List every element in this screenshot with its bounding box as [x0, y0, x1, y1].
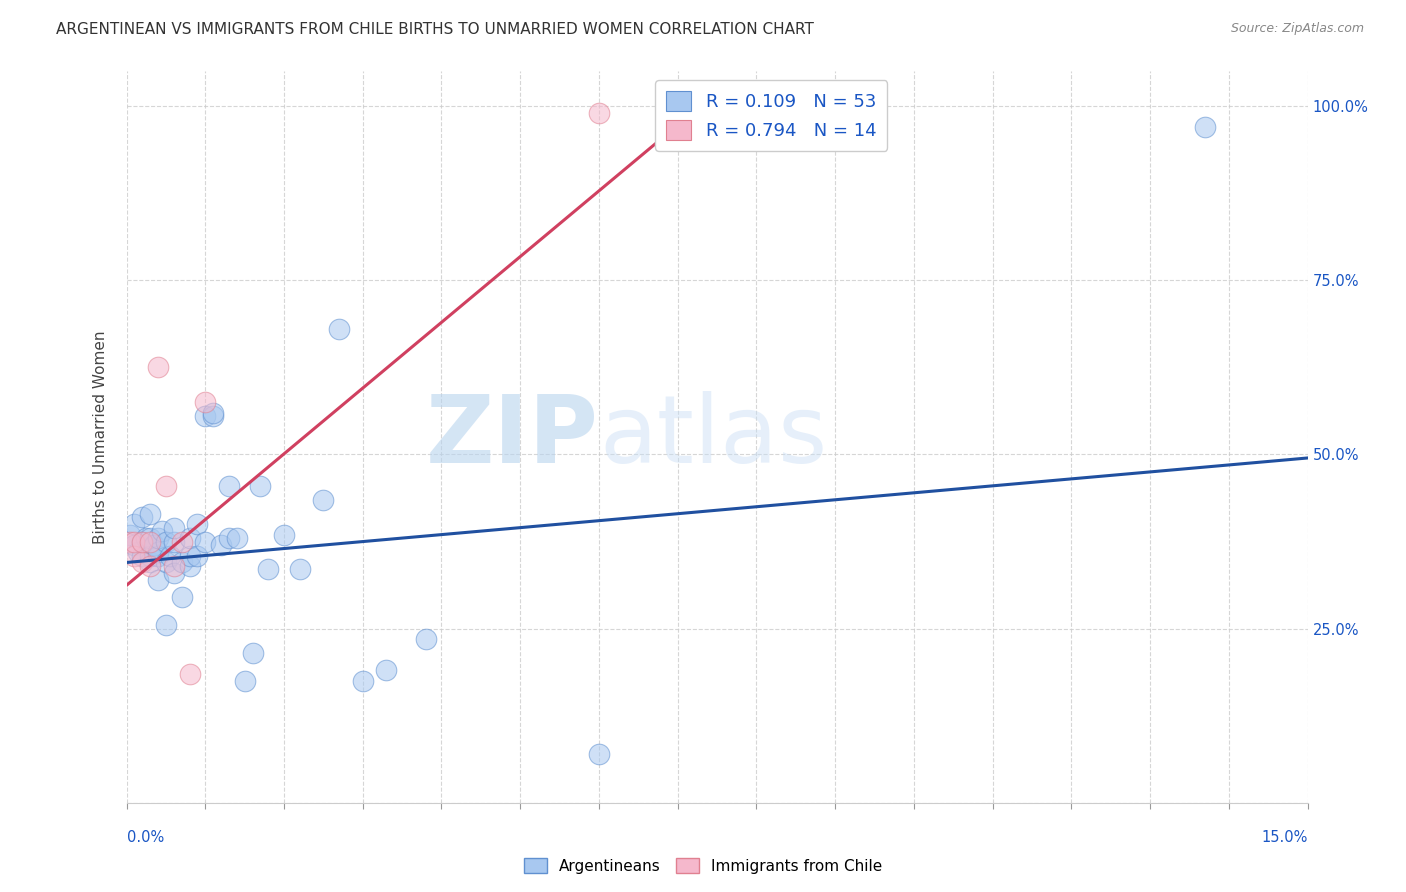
Point	[202, 406, 225, 420]
Point	[150, 524, 173, 538]
Point	[233, 673, 256, 688]
Point	[288, 562, 311, 576]
Point	[143, 538, 166, 552]
Point	[131, 510, 153, 524]
Point	[139, 507, 162, 521]
Legend: R = 0.109   N = 53, R = 0.794   N = 14: R = 0.109 N = 53, R = 0.794 N = 14	[655, 80, 887, 151]
Point	[139, 549, 162, 563]
Point	[415, 632, 437, 646]
Point	[131, 534, 153, 549]
Point	[124, 538, 146, 552]
Point	[139, 531, 162, 545]
Point	[194, 409, 217, 424]
Point	[179, 549, 201, 563]
Point	[146, 531, 169, 545]
Point	[257, 562, 280, 576]
Point	[139, 534, 162, 549]
Point	[163, 534, 186, 549]
Point	[375, 664, 398, 678]
Point	[273, 527, 295, 541]
Point	[194, 534, 217, 549]
Point	[124, 549, 146, 563]
Point	[146, 360, 169, 375]
Point	[163, 558, 186, 573]
Text: ZIP: ZIP	[426, 391, 599, 483]
Point	[186, 517, 208, 532]
Point	[249, 479, 271, 493]
Text: 0.0%: 0.0%	[127, 830, 163, 845]
Point	[218, 479, 240, 493]
Point	[155, 479, 177, 493]
Point	[170, 591, 193, 605]
Text: ARGENTINEAN VS IMMIGRANTS FROM CHILE BIRTHS TO UNMARRIED WOMEN CORRELATION CHART: ARGENTINEAN VS IMMIGRANTS FROM CHILE BIR…	[56, 22, 814, 37]
Point	[139, 558, 162, 573]
Legend: Argentineans, Immigrants from Chile: Argentineans, Immigrants from Chile	[517, 852, 889, 880]
Point	[131, 556, 153, 570]
Point	[1194, 120, 1216, 134]
Point	[139, 556, 162, 570]
Point	[146, 549, 169, 563]
Point	[170, 556, 193, 570]
Point	[124, 517, 146, 532]
Point	[146, 545, 169, 559]
Point	[352, 673, 374, 688]
Point	[155, 618, 177, 632]
Point	[135, 531, 157, 545]
Point	[120, 527, 142, 541]
Point	[312, 492, 335, 507]
Point	[127, 545, 149, 559]
Point	[131, 549, 153, 563]
Y-axis label: Births to Unmarried Women: Births to Unmarried Women	[93, 330, 108, 544]
Text: atlas: atlas	[599, 391, 827, 483]
Point	[328, 322, 350, 336]
Point	[155, 534, 177, 549]
Point	[218, 531, 240, 545]
Point	[179, 531, 201, 545]
Point	[163, 566, 186, 580]
Point	[155, 556, 177, 570]
Point	[124, 534, 146, 549]
Point	[225, 531, 247, 545]
Point	[588, 106, 610, 120]
Point	[163, 521, 186, 535]
Point	[179, 667, 201, 681]
Point	[131, 534, 153, 549]
Point	[588, 747, 610, 761]
Text: 15.0%: 15.0%	[1261, 830, 1308, 845]
Point	[146, 573, 169, 587]
Text: Source: ZipAtlas.com: Source: ZipAtlas.com	[1230, 22, 1364, 36]
Point	[209, 538, 232, 552]
Point	[120, 534, 142, 549]
Point	[202, 409, 225, 424]
Point	[179, 558, 201, 573]
Point	[159, 549, 181, 563]
Point	[242, 646, 264, 660]
Point	[170, 534, 193, 549]
Point	[186, 549, 208, 563]
Point	[194, 395, 217, 409]
